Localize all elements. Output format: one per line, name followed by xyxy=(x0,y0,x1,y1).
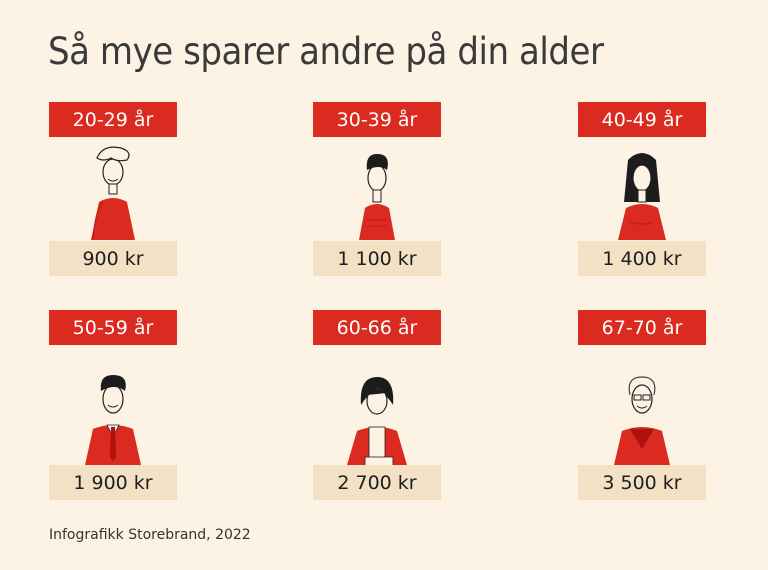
savings-amount: 2 700 kr xyxy=(313,465,441,500)
age-group-card: 60-66 år 2 700 kr xyxy=(313,310,441,500)
woman-long-hair-icon xyxy=(618,153,666,240)
age-group-card: 67-70 år 3 500 kr xyxy=(578,310,706,500)
man-suit-tie-icon xyxy=(85,375,141,465)
age-label: 50-59 år xyxy=(49,310,177,345)
young-man-curly-top-icon xyxy=(91,146,135,240)
man-dark-hair-icon xyxy=(359,154,395,240)
savings-amount: 1 900 kr xyxy=(49,465,177,500)
savings-amount: 900 kr xyxy=(49,241,177,276)
savings-amount: 1 100 kr xyxy=(313,241,441,276)
age-group-card: 20-29 år 900 kr xyxy=(49,102,177,277)
savings-amount: 1 400 kr xyxy=(578,241,706,276)
old-man-glasses-icon xyxy=(614,376,670,465)
age-group-card: 50-59 år 1 900 kr xyxy=(49,310,177,500)
age-label: 30-39 år xyxy=(313,102,441,137)
age-label: 60-66 år xyxy=(313,310,441,345)
age-group-card: 30-39 år 1 100 kr xyxy=(313,102,441,277)
age-group-card: 40-49 år 1 400 kr xyxy=(578,102,706,277)
page-title: Så mye sparer andre på din alder xyxy=(48,30,604,73)
age-label: 67-70 år xyxy=(578,310,706,345)
savings-amount: 3 500 kr xyxy=(578,465,706,500)
woman-bob-hair-icon xyxy=(347,377,407,465)
credit-text: Infografikk Storebrand, 2022 xyxy=(49,527,251,543)
age-label: 20-29 år xyxy=(49,102,177,137)
age-label: 40-49 år xyxy=(578,102,706,137)
